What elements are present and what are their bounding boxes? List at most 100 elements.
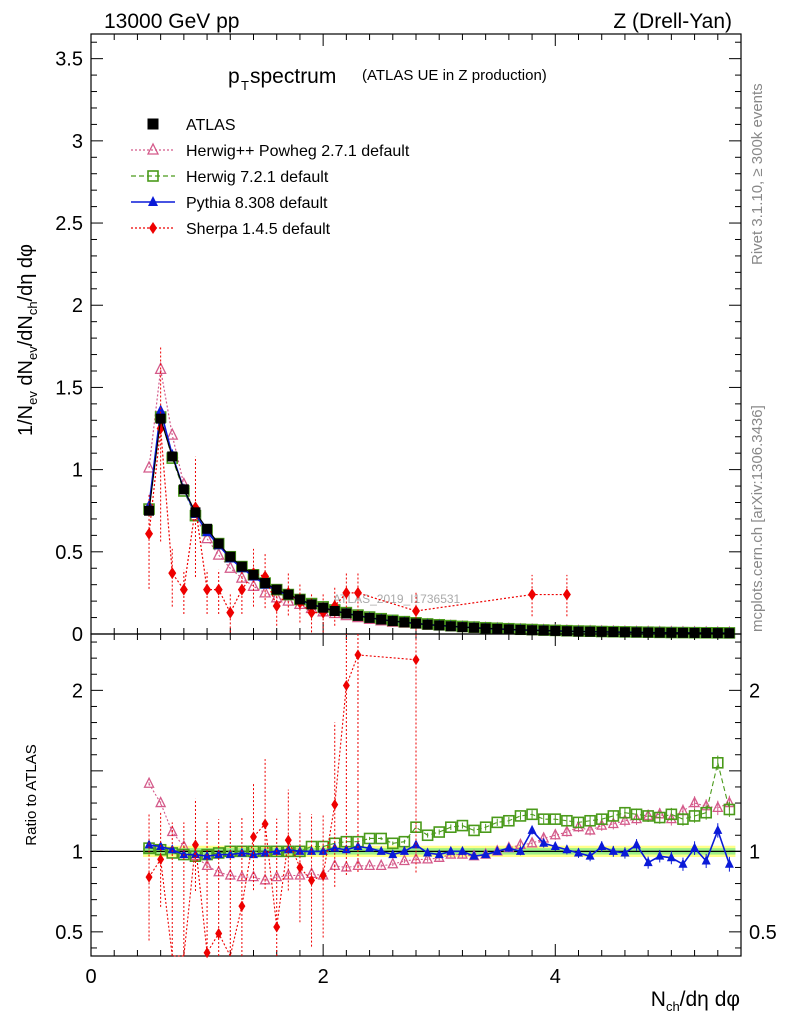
- main-ytick-label: 2.5: [55, 213, 83, 235]
- side-label-rivet: Rivet 3.1.10, ≥ 300k events: [749, 83, 766, 265]
- legend-label: Pythia 8.308 default: [186, 195, 328, 212]
- ratio-ylabel: Ratio to ATLAS: [23, 744, 40, 845]
- main-ytick-label: 1: [72, 460, 83, 482]
- main-point: [550, 625, 561, 636]
- main-point: [643, 627, 654, 638]
- legend: ATLAS Herwig++ Powheg 2.7.1 default Herwig…: [131, 117, 410, 238]
- main-point: [712, 628, 723, 639]
- main-point: [724, 628, 735, 639]
- ratio-point: [689, 796, 701, 808]
- ratio-point: [549, 813, 562, 825]
- ratio-point: [665, 812, 677, 824]
- chart-watermark: ATLAS_2019_I1736531: [333, 592, 461, 606]
- ratio-ytick-label: 2: [72, 680, 83, 702]
- ratio-point: [539, 837, 549, 847]
- ratio-point: [296, 861, 304, 873]
- ratio-point: [398, 854, 410, 866]
- ratio-point: [619, 813, 631, 825]
- ratio-point: [607, 817, 619, 829]
- ratio-point: [143, 776, 155, 788]
- main-point: [142, 460, 156, 473]
- ratio-point: [712, 800, 724, 813]
- svg-text:1/Nev dNev/dNch/dη dφ: 1/Nev dNev/dNch/dη dφ: [15, 244, 40, 436]
- title-main: p: [228, 65, 240, 88]
- main-series-0: [144, 413, 735, 639]
- main-point: [213, 538, 224, 549]
- ratio-ytick-label: 1: [72, 841, 83, 863]
- ratio-point: [503, 814, 515, 827]
- ratio-point: [399, 845, 409, 855]
- main-point: [224, 560, 237, 573]
- main-point: [376, 614, 387, 625]
- main-point: [631, 627, 642, 638]
- ratio-series-line: [148, 762, 730, 857]
- ratio-point: [537, 813, 550, 825]
- ratio-ytick-label: 0.5: [55, 922, 83, 944]
- ratio-point: [653, 811, 666, 824]
- main-ytick-label: 0: [72, 624, 83, 646]
- main-point: [260, 578, 271, 589]
- main-point: [411, 618, 421, 629]
- ratio-point: [642, 810, 654, 822]
- ratio-point: [479, 821, 492, 834]
- title-sub: T: [241, 78, 249, 93]
- ratio-point: [574, 847, 583, 857]
- ratio-point: [469, 850, 479, 860]
- ratio-point: [619, 806, 631, 819]
- ratio-point: [643, 857, 653, 867]
- ratio-point: [677, 813, 689, 825]
- main-point: [144, 505, 155, 516]
- ratio-point: [561, 814, 573, 827]
- ratio-point: [352, 858, 364, 870]
- ratio-point: [341, 844, 351, 854]
- ratio-series-line: [148, 654, 417, 958]
- main-point: [399, 617, 410, 628]
- main-point: [283, 589, 294, 600]
- ratio-point: [572, 820, 585, 832]
- ratio-point: [330, 842, 340, 852]
- main-point: [190, 507, 201, 518]
- ratio-panel: 0.5 0.5 1 1 2 2 0 2 4: [55, 633, 777, 988]
- main-point: [434, 620, 445, 631]
- ratio-point: [468, 824, 480, 837]
- main-point: [259, 585, 272, 598]
- ratio-point: [690, 842, 700, 852]
- main-point: [445, 621, 456, 632]
- ratio-point: [724, 858, 734, 868]
- ratio-point: [375, 858, 387, 870]
- ratio-point: [319, 870, 327, 881]
- main-point: [201, 531, 214, 544]
- ratio-point: [492, 845, 502, 855]
- main-point: [480, 623, 491, 634]
- legend-label: Herwig 7.2.1 default: [186, 169, 329, 186]
- ratio-point: [423, 847, 433, 857]
- ratio-point: [215, 927, 223, 939]
- ratio-point: [354, 649, 362, 661]
- ratio-point: [433, 826, 446, 838]
- ratio-point: [179, 849, 189, 859]
- ratio-xtick-label: 4: [550, 966, 561, 988]
- main-point: [585, 626, 596, 637]
- main-point: [167, 451, 178, 462]
- ratio-point: [597, 841, 607, 851]
- ratio-point: [376, 845, 386, 855]
- main-point: [341, 608, 352, 619]
- ratio-point: [572, 816, 585, 829]
- main-point: [353, 586, 362, 599]
- svg-text:Nch/dη dφ: Nch/dη dφ: [651, 988, 740, 1014]
- main-point: [236, 561, 247, 572]
- ratio-point: [386, 837, 399, 850]
- svg-text:mcplots.cern.ch [arXiv:1306.34: mcplots.cern.ch [arXiv:1306.3436]: [749, 405, 766, 632]
- main-ytick-label: 3.5: [55, 49, 83, 71]
- main-point: [179, 583, 188, 596]
- main-point: [235, 570, 248, 583]
- ratio-point: [412, 654, 420, 666]
- ratio-point: [665, 808, 678, 821]
- ratio-point: [238, 900, 246, 912]
- ratio-point: [607, 810, 620, 822]
- main-point: [342, 586, 351, 599]
- main-point: [237, 583, 246, 596]
- ratio-point: [713, 824, 723, 834]
- ratio-point: [201, 858, 213, 870]
